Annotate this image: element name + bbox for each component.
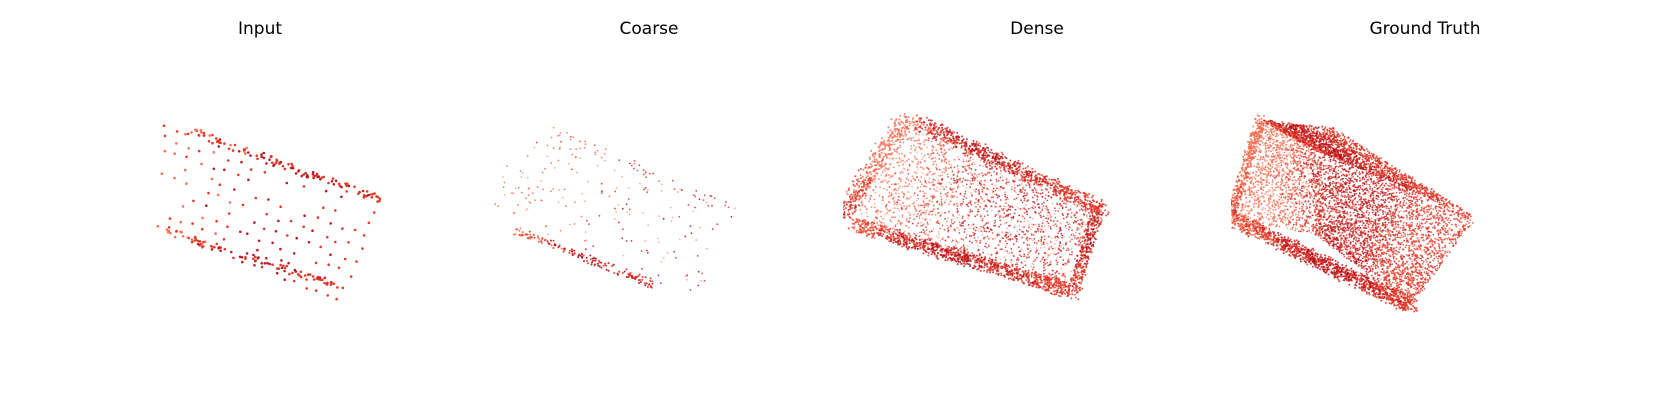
panel-title-input: Input: [237, 19, 283, 39]
point-cloud-input: [156, 124, 382, 301]
panel-coarse: Coarse: [455, 0, 843, 419]
point-cloud-dense: [843, 113, 1110, 301]
panel-title-dense: Dense: [1010, 19, 1064, 39]
panel-ground-truth: Ground Truth: [1231, 0, 1619, 419]
point-cloud-coarse: [494, 126, 736, 291]
point-cloud-ground-truth: [1231, 114, 1474, 313]
panel-dense: Dense: [843, 0, 1231, 419]
panel-title-coarse: Coarse: [619, 19, 679, 39]
panel-input: Input: [66, 0, 454, 419]
panel-title-ground-truth: Ground Truth: [1369, 19, 1481, 39]
